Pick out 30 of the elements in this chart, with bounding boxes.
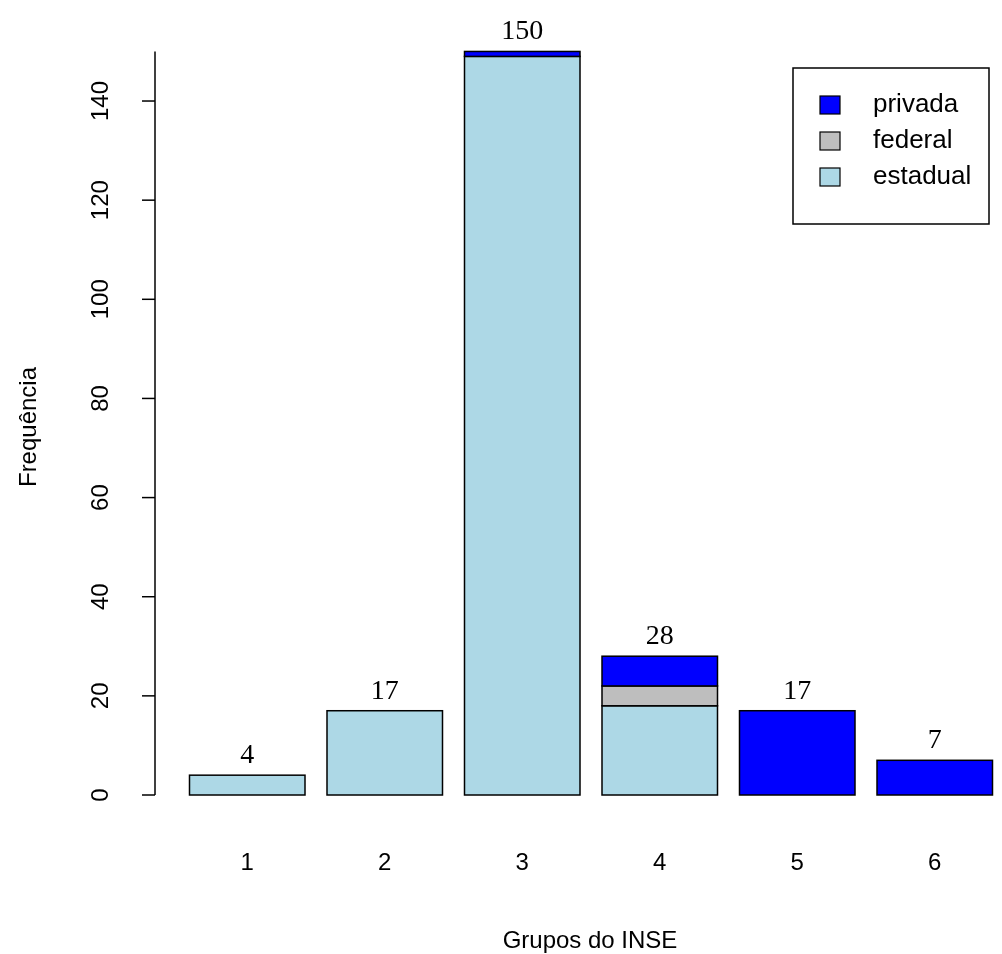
legend-label: federal xyxy=(873,124,953,154)
bar xyxy=(876,759,994,796)
y-tick-label: 140 xyxy=(86,81,113,122)
y-tick-label: 120 xyxy=(86,180,113,221)
total-label: 17 xyxy=(783,673,812,705)
bar xyxy=(188,774,306,796)
legend-label: estadual xyxy=(873,160,972,190)
x-tick-label: 3 xyxy=(515,848,529,875)
x-tick-label: 1 xyxy=(240,848,254,875)
x-tick-label: 5 xyxy=(790,848,804,875)
y-tick-label: 40 xyxy=(86,583,113,611)
x-tick-label: 6 xyxy=(928,848,942,875)
y-tick-label: 20 xyxy=(86,682,113,710)
bar xyxy=(738,709,856,796)
total-label: 28 xyxy=(645,619,674,651)
total-label: 7 xyxy=(927,723,942,755)
legend-label: privada xyxy=(873,88,959,118)
total-label: 150 xyxy=(501,14,544,46)
x-tick-label: 4 xyxy=(653,848,667,875)
total-label: 17 xyxy=(370,673,399,705)
y-tick-label: 0 xyxy=(86,788,113,802)
bar xyxy=(326,709,444,796)
x-tick-label: 2 xyxy=(378,848,392,875)
y-tick-label: 80 xyxy=(86,385,113,412)
bar xyxy=(463,55,581,796)
y-axis-title: Frequência xyxy=(14,366,41,488)
x-axis-title: Grupos do INSE xyxy=(502,926,678,953)
y-tick-label: 100 xyxy=(86,279,113,320)
total-label: 4 xyxy=(240,738,255,770)
y-tick-label: 60 xyxy=(86,484,113,511)
